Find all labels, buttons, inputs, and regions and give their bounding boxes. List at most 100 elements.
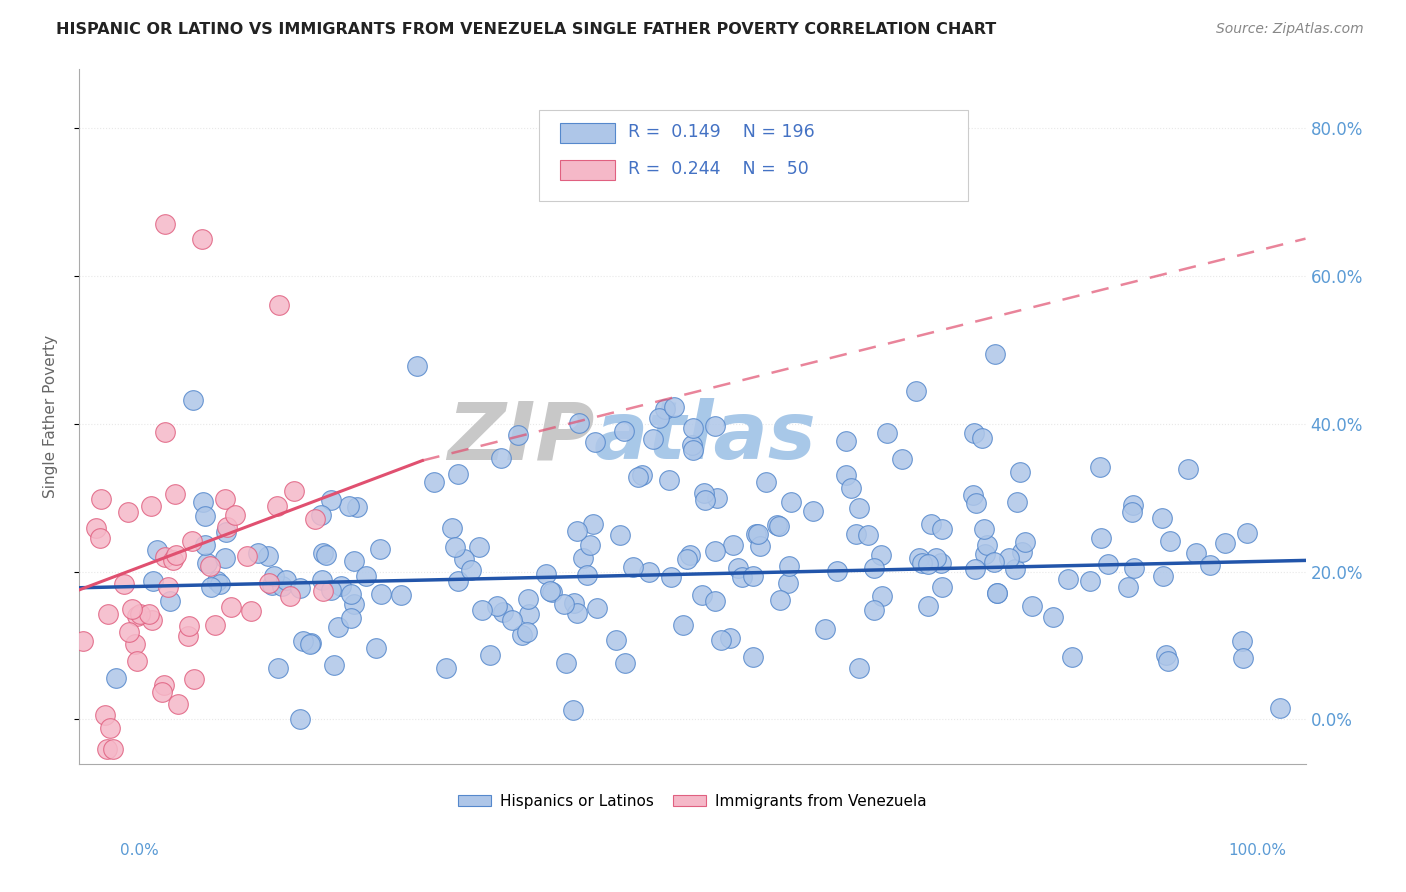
Point xyxy=(723,538,745,552)
Point xyxy=(1154,648,1177,663)
Point xyxy=(510,628,533,642)
Point xyxy=(703,418,725,433)
Point xyxy=(744,527,766,541)
Text: R =  0.149    N = 196: R = 0.149 N = 196 xyxy=(628,123,815,141)
Point xyxy=(343,597,366,611)
Text: atlas: atlas xyxy=(595,398,817,476)
Point xyxy=(194,538,217,552)
Point xyxy=(672,618,695,632)
Point xyxy=(159,593,181,607)
Text: 0.0%: 0.0% xyxy=(120,843,159,858)
Point xyxy=(323,658,346,673)
FancyBboxPatch shape xyxy=(560,123,614,143)
Point xyxy=(1157,654,1180,668)
Point xyxy=(180,534,202,549)
Point xyxy=(891,452,914,467)
Point xyxy=(94,708,117,723)
Point xyxy=(257,549,280,564)
Point xyxy=(1152,511,1174,525)
Point xyxy=(1042,610,1064,624)
Point xyxy=(194,509,217,524)
Point xyxy=(224,508,246,523)
Point xyxy=(217,520,239,534)
Point xyxy=(138,607,160,622)
Y-axis label: Single Father Poverty: Single Father Poverty xyxy=(44,334,58,498)
Point xyxy=(153,549,176,564)
Point xyxy=(177,629,200,643)
Point xyxy=(370,587,392,601)
Point xyxy=(263,569,285,583)
Point xyxy=(963,425,986,440)
Point xyxy=(1090,532,1112,546)
Point xyxy=(165,548,187,562)
Point xyxy=(1230,634,1253,648)
Text: ZIP: ZIP xyxy=(447,398,595,476)
Point xyxy=(540,585,562,599)
Point xyxy=(1057,573,1080,587)
Point xyxy=(876,425,898,440)
Point xyxy=(468,541,491,555)
Point xyxy=(489,450,512,465)
Point xyxy=(690,588,713,602)
Point xyxy=(609,528,631,542)
Point xyxy=(340,587,363,601)
Point xyxy=(1088,459,1111,474)
Point xyxy=(72,634,94,648)
Point xyxy=(565,606,588,620)
Point xyxy=(638,566,661,580)
Point xyxy=(1159,534,1181,549)
Point xyxy=(319,492,342,507)
Point xyxy=(974,547,997,561)
Point xyxy=(183,672,205,686)
FancyBboxPatch shape xyxy=(538,111,969,201)
Point xyxy=(266,500,288,514)
Point xyxy=(605,632,627,647)
Point xyxy=(142,574,165,589)
Point xyxy=(460,562,482,576)
Point xyxy=(1116,580,1139,594)
Point xyxy=(246,546,269,560)
Point xyxy=(236,549,259,564)
Point xyxy=(127,653,149,667)
Point xyxy=(706,491,728,505)
Point xyxy=(1236,525,1258,540)
Point xyxy=(870,589,893,603)
Point xyxy=(502,613,524,627)
Legend: Hispanics or Latinos, Immigrants from Venezuela: Hispanics or Latinos, Immigrants from Ve… xyxy=(451,788,934,815)
Point xyxy=(863,561,886,575)
Point xyxy=(676,552,699,566)
Point xyxy=(845,526,868,541)
Point xyxy=(280,589,302,603)
Point xyxy=(553,597,575,611)
Point xyxy=(141,613,163,627)
Point xyxy=(128,607,150,621)
Point xyxy=(311,573,333,587)
Point xyxy=(195,556,218,570)
Point xyxy=(101,742,124,756)
Point xyxy=(755,475,778,489)
Point xyxy=(614,656,637,670)
Point xyxy=(326,620,349,634)
Point xyxy=(167,697,190,711)
Point xyxy=(703,544,725,558)
Point xyxy=(965,496,987,510)
Point xyxy=(869,549,891,563)
Point xyxy=(343,554,366,568)
Point xyxy=(1121,505,1143,519)
Point xyxy=(96,742,118,756)
Point xyxy=(354,568,377,582)
Point xyxy=(931,580,953,594)
Point xyxy=(575,568,598,582)
Point xyxy=(835,468,858,483)
Point xyxy=(814,622,837,636)
Point xyxy=(983,555,1005,569)
Point xyxy=(288,713,311,727)
Point xyxy=(453,552,475,566)
Point xyxy=(682,442,704,457)
Point xyxy=(536,566,558,581)
Point xyxy=(1122,499,1144,513)
Point xyxy=(117,625,139,640)
Point xyxy=(924,550,946,565)
Point xyxy=(907,550,929,565)
Point xyxy=(648,411,671,425)
